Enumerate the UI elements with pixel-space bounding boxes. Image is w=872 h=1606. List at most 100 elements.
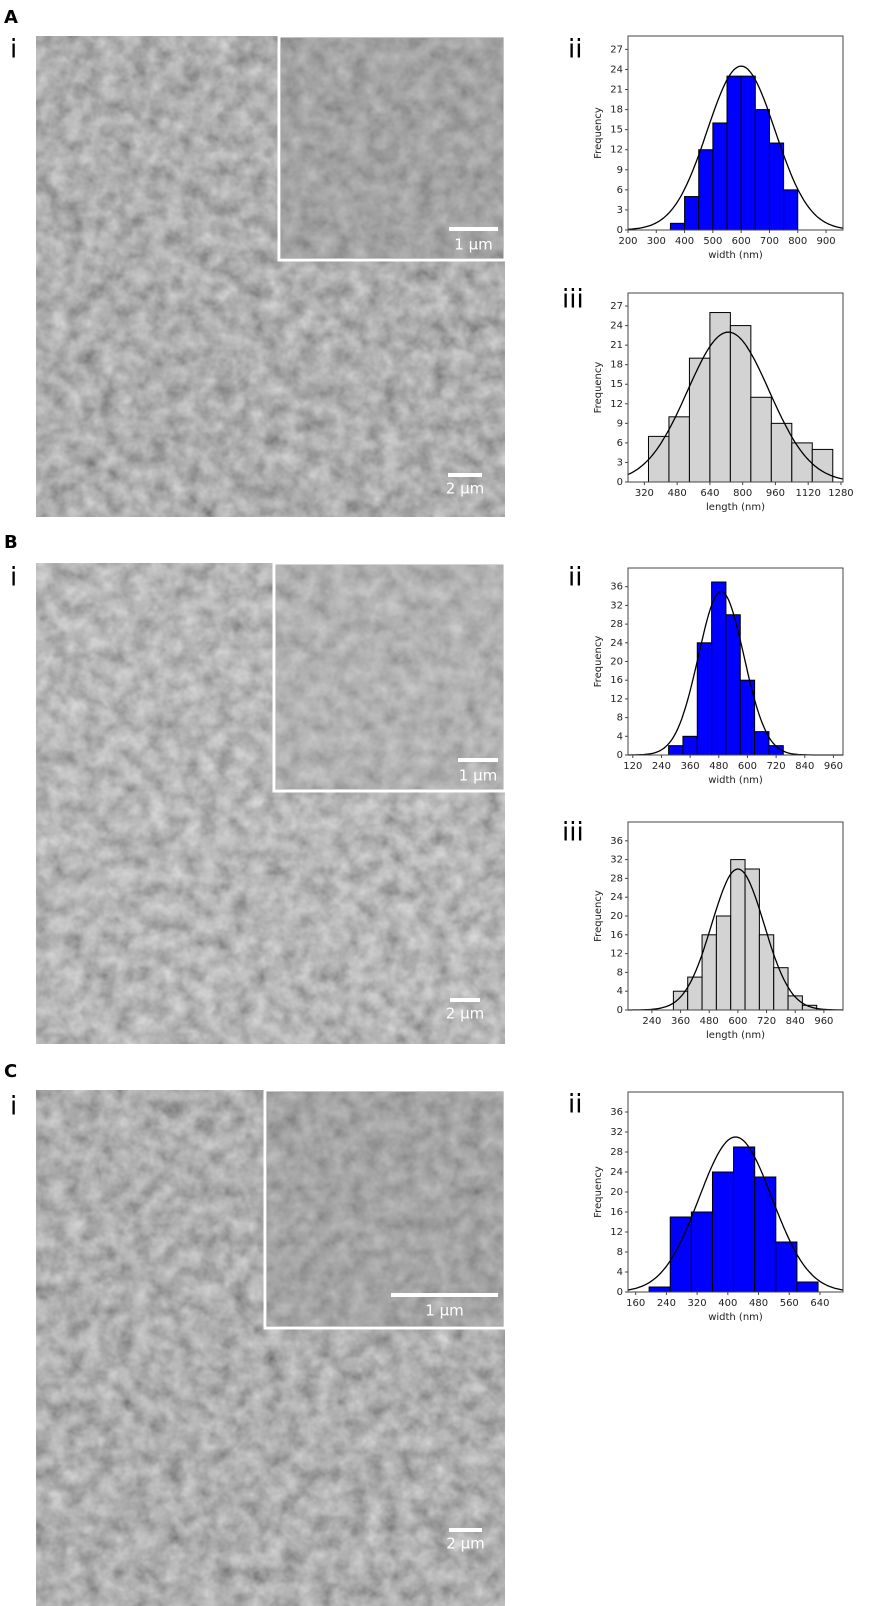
x-tick-label: 400 [718,1298,737,1309]
panel-label: ii [568,1090,582,1120]
x-tick-label: 1120 [795,488,820,499]
y-tick-label: 9 [617,418,623,429]
histogram-bar [754,109,770,231]
fit-curve [627,65,844,231]
plot-frame [627,292,844,483]
fit-curve [628,868,844,1011]
x-tick-label: 480 [749,1298,768,1309]
histogram-bar [668,745,684,756]
histogram-bar [711,1171,735,1293]
x-tick-label: 800 [733,488,752,499]
x-tick-label: 600 [728,1016,747,1027]
y-tick-label: 36 [610,1107,623,1118]
y-tick-label: 8 [617,967,623,978]
x-tick-label: 600 [732,236,751,247]
y-tick-label: 6 [617,185,623,196]
y-tick-label: 0 [617,477,623,488]
y-tick-label: 32 [610,1127,623,1138]
y-tick-label: 18 [610,360,623,371]
histogram-bar [726,75,742,231]
y-tick-label: 21 [610,85,623,96]
y-tick-label: 15 [610,125,623,136]
fit-curve [627,1136,844,1291]
x-tick-label: 560 [780,1298,799,1309]
y-tick-label: 12 [610,399,623,410]
y-tick-label: 24 [610,638,623,649]
x-tick-label: 800 [788,236,807,247]
histogram-bar [682,735,698,756]
x-axis-label: length (nm) [706,1030,765,1041]
y-tick-label: 16 [610,1207,623,1218]
histogram-bar [768,142,785,231]
sem-inset-texture [281,38,503,258]
panel-label: i [10,1092,17,1122]
histogram-bar [696,642,713,756]
histogram-bar [796,1281,819,1293]
x-tick-label: 960 [814,1016,833,1027]
histogram-bar [787,995,803,1011]
histogram-bar [688,357,711,483]
x-tick-label: 320 [635,488,654,499]
x-tick-label: 300 [647,236,666,247]
histogram-bar [668,416,690,483]
x-tick-label: 1280 [828,488,853,499]
y-tick-label: 0 [617,750,623,761]
histogram-bar [730,859,746,1011]
histogram-bar [750,396,772,483]
y-tick-label: 32 [610,600,623,611]
plot-frame [627,35,844,231]
x-tick-label: 600 [738,761,757,772]
histogram-bar [711,581,727,756]
x-tick-label: 840 [795,761,814,772]
x-tick-label: 640 [810,1298,829,1309]
y-tick-label: 3 [617,457,623,468]
y-tick-label: 28 [610,873,623,884]
y-tick-label: 0 [617,225,623,236]
y-tick-label: 4 [617,986,623,997]
y-tick-label: 24 [610,321,623,332]
y-tick-label: 4 [617,731,623,742]
y-tick-label: 8 [617,713,623,724]
panel-label: ii [568,35,582,65]
y-tick-label: 4 [617,1267,623,1278]
x-tick-label: 200 [618,236,637,247]
y-tick-label: 3 [617,205,623,216]
scale-bar-label: 2 µm [446,1535,484,1553]
fit-curve [627,331,844,480]
y-tick-label: 28 [610,1147,623,1158]
histogram-bar [669,222,686,231]
y-tick-label: 18 [610,105,623,116]
panel-label: ii [568,563,582,593]
y-tick-label: 20 [610,1187,623,1198]
inset-scale-bar-label: 1 µm [425,1302,463,1320]
y-tick-label: 16 [610,675,623,686]
y-axis-label: Frequency [593,362,604,414]
panel-label: i [10,563,17,593]
histogram-bar [715,915,732,1011]
y-axis-label: Frequency [593,890,604,942]
x-tick-label: 160 [626,1298,645,1309]
x-tick-label: 840 [786,1016,805,1027]
y-tick-label: 8 [617,1247,623,1258]
histogram-bar [712,122,728,231]
x-tick-label: 360 [671,1016,690,1027]
histogram-bar [647,435,670,483]
histogram-bar [783,189,799,231]
histogram-bar [690,1211,713,1293]
x-tick-label: 120 [623,761,642,772]
panel-label: iii [562,285,584,315]
scale-bar-label: 2 µm [446,480,484,498]
y-tick-label: 9 [617,165,623,176]
y-tick-label: 24 [610,64,623,75]
y-tick-label: 36 [610,582,623,593]
x-tick-label: 640 [700,488,719,499]
x-tick-label: 720 [757,1016,776,1027]
histogram-bar [684,196,700,231]
histogram-bar [740,75,756,231]
panel-label: iii [562,818,584,848]
y-tick-label: 28 [610,619,623,630]
x-tick-label: 400 [675,236,694,247]
y-tick-label: 0 [617,1287,623,1298]
histogram-bar [791,442,813,483]
panel-letter: A [4,7,18,28]
